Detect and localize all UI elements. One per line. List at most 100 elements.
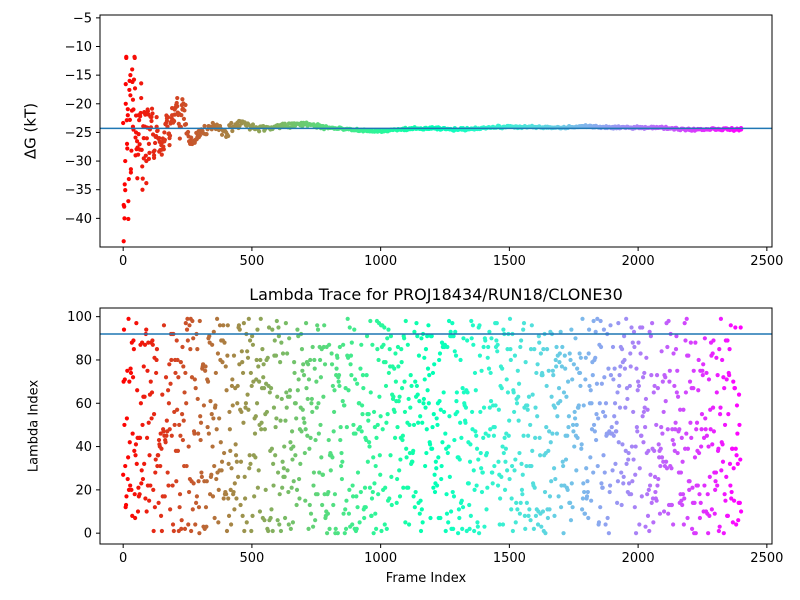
lambda-point-394	[283, 418, 288, 423]
lambda-point-1269	[643, 396, 649, 402]
lambda-x-axis-label: Frame Index	[386, 571, 467, 586]
lambda-point-478	[317, 357, 323, 363]
lambda-point-1308	[659, 455, 665, 460]
lambda-point-579	[359, 429, 364, 434]
lambda-point-825	[460, 505, 466, 510]
lambda-point-12	[126, 455, 131, 460]
lambda-point-70	[149, 390, 155, 395]
lambda-point-658	[392, 366, 397, 371]
lambda-point-732	[422, 377, 427, 382]
delta-g-anchor-point-19	[137, 147, 143, 152]
lambda-point-293	[241, 321, 246, 326]
lambda-point-539	[343, 507, 348, 512]
lambda-point-788	[445, 450, 450, 456]
lambda-point-513	[332, 388, 337, 393]
lambda-point-672	[397, 494, 403, 499]
lambda-point-142	[179, 518, 184, 523]
lambda-point-1491	[735, 431, 740, 436]
delta-g-anchor-point-16	[133, 130, 139, 135]
lambda-point-1289	[652, 448, 657, 453]
lambda-point-1019	[540, 509, 546, 514]
lambda-point-632	[381, 342, 386, 347]
lambda-point-362	[270, 327, 275, 332]
lambda-point-1275	[646, 448, 651, 453]
lambda-point-745	[427, 442, 433, 447]
lambda-panel: Lambda Trace for PROJ18434/RUN18/CLONE30…	[27, 285, 784, 586]
lambda-point-436	[300, 407, 305, 412]
lambda-point-718	[416, 353, 422, 358]
lambda-point-813	[455, 531, 461, 536]
lambda-point-677	[399, 386, 405, 391]
lambda-point-1276	[646, 487, 651, 492]
lambda-point-888	[486, 366, 492, 371]
lambda-point-858	[474, 483, 479, 488]
lambda-point-374	[275, 394, 280, 399]
lambda-point-949	[512, 409, 517, 415]
lambda-point-1267	[643, 424, 648, 430]
lambda-point-58	[144, 435, 150, 441]
lambda-point-627	[379, 528, 384, 534]
lambda-point-1171	[603, 522, 608, 527]
lambda-point-870	[479, 368, 484, 373]
lambda-point-512	[331, 409, 337, 415]
lambda-point-1064	[559, 483, 564, 488]
lambda-point-637	[383, 360, 388, 365]
lambda-point-1198	[614, 420, 619, 425]
delta-g-point-65	[154, 115, 159, 120]
lambda-point-396	[284, 390, 289, 395]
lambda-point-867	[478, 409, 483, 415]
lambda-point-489	[322, 492, 327, 497]
lambda-point-304	[246, 407, 251, 412]
delta-g-anchor-point-21	[140, 187, 145, 192]
lambda-point-322	[253, 414, 258, 419]
lambda-point-934	[505, 390, 511, 395]
lambda-point-1203	[616, 440, 621, 445]
lambda-point-721	[418, 414, 423, 419]
lambda-point-220	[211, 329, 216, 334]
delta-g-x-tick-label-0: 0	[119, 254, 127, 269]
lambda-point-1248	[635, 429, 640, 434]
lambda-point-110	[166, 483, 171, 488]
lambda-point-1482	[731, 466, 736, 471]
lambda-point-705	[411, 494, 416, 499]
lambda-point-81	[154, 357, 159, 363]
lambda-point-243	[221, 323, 226, 328]
lambda-point-875	[481, 344, 486, 350]
lambda-point-466	[313, 518, 318, 523]
lambda-point-131	[175, 407, 180, 412]
lambda-point-804	[452, 437, 457, 443]
lambda-point-1270	[644, 355, 649, 360]
lambda-point-600	[368, 318, 373, 324]
lambda-point-470	[314, 405, 319, 410]
lambda-point-1238	[631, 409, 636, 415]
lambda-point-1007	[535, 522, 541, 527]
lambda-point-518	[334, 366, 339, 371]
lambda-point-1456	[720, 459, 726, 464]
lambda-point-1406	[700, 368, 705, 373]
lambda-point-1157	[597, 401, 602, 406]
lambda-point-1112	[579, 446, 584, 451]
lambda-point-951	[512, 353, 518, 358]
lambda-point-944	[509, 463, 515, 469]
lambda-point-120	[170, 483, 175, 488]
lambda-point-139	[178, 433, 183, 438]
delta-g-anchor-point-13	[131, 107, 136, 112]
lambda-point-1015	[539, 524, 544, 529]
lambda-point-950	[512, 468, 517, 473]
lambda-point-1370	[685, 515, 690, 521]
lambda-point-136	[177, 422, 182, 428]
lambda-point-1066	[560, 344, 565, 350]
lambda-point-1493	[736, 518, 741, 523]
lambda-point-28	[132, 492, 137, 497]
lambda-point-31	[133, 442, 139, 447]
lambda-point-427	[296, 476, 302, 482]
lambda-point-105	[164, 433, 169, 438]
lambda-point-174	[192, 377, 197, 382]
lambda-point-697	[408, 405, 413, 410]
lambda-point-1336	[671, 351, 676, 356]
lambda-point-1331	[669, 466, 674, 471]
delta-g-y-tick-label--20: −20	[65, 97, 92, 112]
lambda-point-590	[364, 437, 369, 443]
lambda-point-1326	[667, 379, 672, 384]
lambda-point-451	[306, 377, 312, 382]
